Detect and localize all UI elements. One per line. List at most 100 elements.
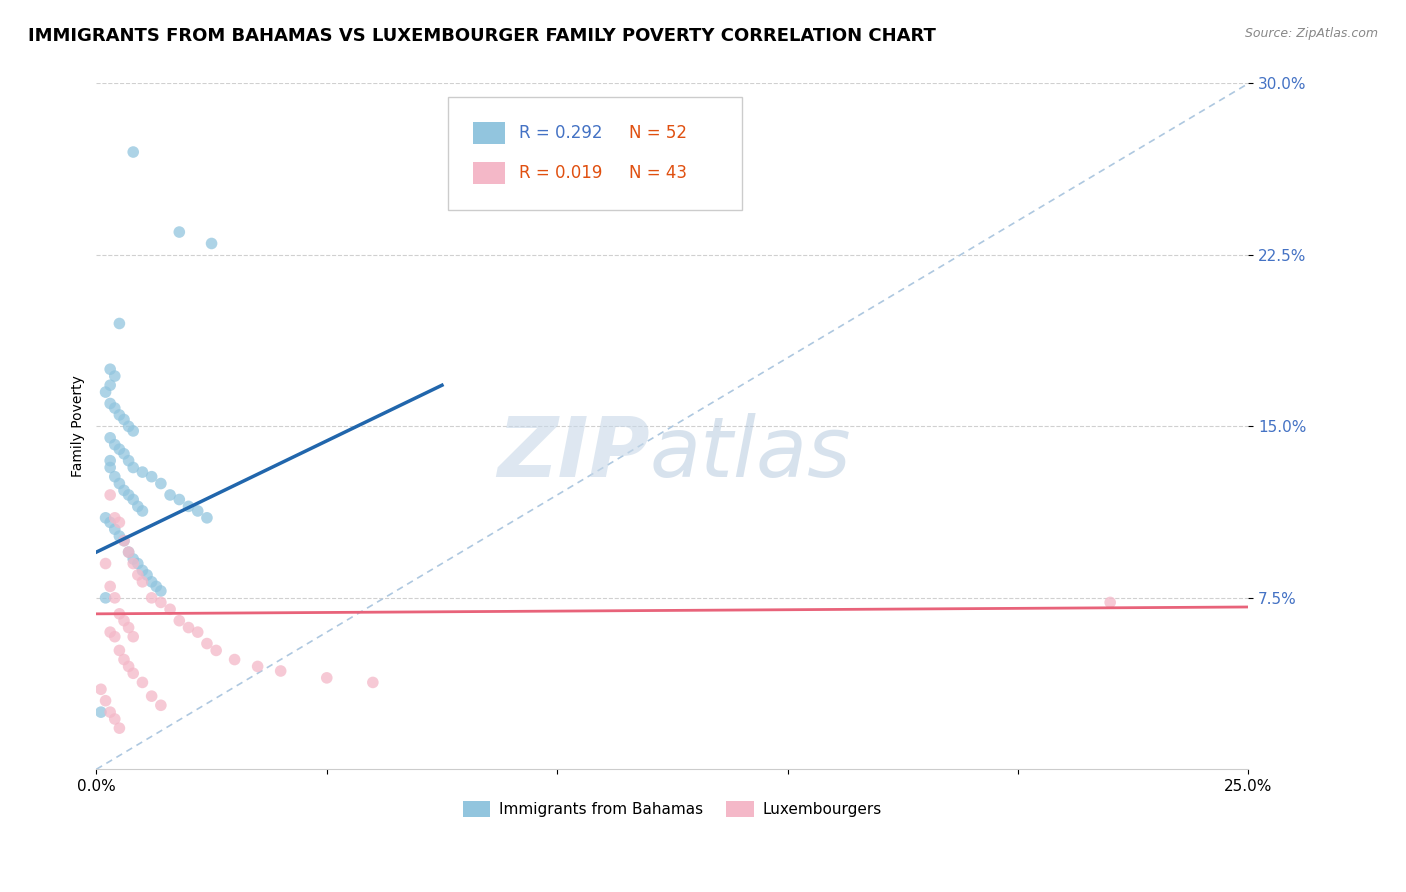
- Point: [131, 563, 153, 577]
- Text: R = 0.019: R = 0.019: [519, 163, 603, 182]
- Legend: Immigrants from Bahamas, Luxembourgers: Immigrants from Bahamas, Luxembourgers: [457, 795, 889, 823]
- Point: [169, 225, 191, 239]
- Point: [98, 516, 121, 530]
- Point: [122, 666, 145, 681]
- Point: [108, 529, 131, 543]
- Point: [122, 630, 145, 644]
- Point: [104, 511, 127, 525]
- FancyBboxPatch shape: [472, 161, 505, 184]
- Point: [149, 698, 172, 713]
- Point: [117, 545, 139, 559]
- Point: [122, 492, 145, 507]
- Text: N = 52: N = 52: [628, 124, 686, 142]
- Point: [108, 476, 131, 491]
- FancyBboxPatch shape: [472, 122, 505, 144]
- Point: [149, 476, 172, 491]
- Point: [141, 689, 163, 703]
- Point: [131, 504, 153, 518]
- Point: [98, 488, 121, 502]
- Point: [90, 705, 112, 719]
- Point: [1099, 595, 1122, 609]
- Point: [108, 408, 131, 422]
- Point: [122, 552, 145, 566]
- Point: [112, 652, 135, 666]
- Point: [104, 369, 127, 384]
- Point: [117, 545, 139, 559]
- Point: [131, 675, 153, 690]
- Point: [117, 453, 139, 467]
- Point: [159, 488, 181, 502]
- Point: [127, 557, 149, 571]
- Point: [122, 145, 145, 159]
- Point: [195, 636, 218, 650]
- Point: [205, 643, 228, 657]
- Text: Source: ZipAtlas.com: Source: ZipAtlas.com: [1244, 27, 1378, 40]
- Point: [94, 591, 117, 605]
- Point: [117, 621, 139, 635]
- Point: [112, 412, 135, 426]
- Point: [122, 557, 145, 571]
- Point: [112, 483, 135, 498]
- Point: [117, 659, 139, 673]
- Point: [104, 401, 127, 415]
- Point: [98, 460, 121, 475]
- Point: [141, 574, 163, 589]
- Point: [117, 488, 139, 502]
- Point: [141, 591, 163, 605]
- Point: [104, 630, 127, 644]
- Point: [131, 465, 153, 479]
- Text: IMMIGRANTS FROM BAHAMAS VS LUXEMBOURGER FAMILY POVERTY CORRELATION CHART: IMMIGRANTS FROM BAHAMAS VS LUXEMBOURGER …: [28, 27, 936, 45]
- Point: [104, 712, 127, 726]
- Point: [94, 511, 117, 525]
- Point: [361, 675, 384, 690]
- Point: [108, 516, 131, 530]
- Point: [177, 500, 200, 514]
- Point: [94, 557, 117, 571]
- Point: [187, 504, 209, 518]
- Point: [108, 721, 131, 735]
- Point: [127, 568, 149, 582]
- Point: [177, 621, 200, 635]
- Point: [122, 424, 145, 438]
- Point: [246, 659, 269, 673]
- Point: [98, 431, 121, 445]
- Point: [98, 378, 121, 392]
- Point: [98, 625, 121, 640]
- Point: [98, 362, 121, 376]
- Point: [112, 533, 135, 548]
- Point: [112, 614, 135, 628]
- Point: [149, 584, 172, 599]
- Point: [141, 469, 163, 483]
- Point: [104, 522, 127, 536]
- Point: [117, 419, 139, 434]
- Point: [94, 694, 117, 708]
- Point: [90, 682, 112, 697]
- Point: [98, 705, 121, 719]
- Point: [195, 511, 218, 525]
- Y-axis label: Family Poverty: Family Poverty: [72, 376, 86, 477]
- Text: N = 43: N = 43: [628, 163, 686, 182]
- Point: [108, 607, 131, 621]
- FancyBboxPatch shape: [447, 97, 741, 211]
- Point: [98, 579, 121, 593]
- Point: [131, 574, 153, 589]
- Point: [169, 492, 191, 507]
- Point: [159, 602, 181, 616]
- Point: [169, 614, 191, 628]
- Point: [127, 500, 149, 514]
- Point: [108, 442, 131, 457]
- Text: R = 0.292: R = 0.292: [519, 124, 603, 142]
- Text: atlas: atlas: [650, 413, 851, 494]
- Point: [112, 447, 135, 461]
- Point: [108, 317, 131, 331]
- Point: [145, 579, 167, 593]
- Point: [104, 437, 127, 451]
- Point: [104, 591, 127, 605]
- Point: [108, 643, 131, 657]
- Point: [94, 385, 117, 400]
- Point: [112, 533, 135, 548]
- Point: [315, 671, 337, 685]
- Point: [136, 568, 159, 582]
- Point: [200, 236, 222, 251]
- Point: [98, 453, 121, 467]
